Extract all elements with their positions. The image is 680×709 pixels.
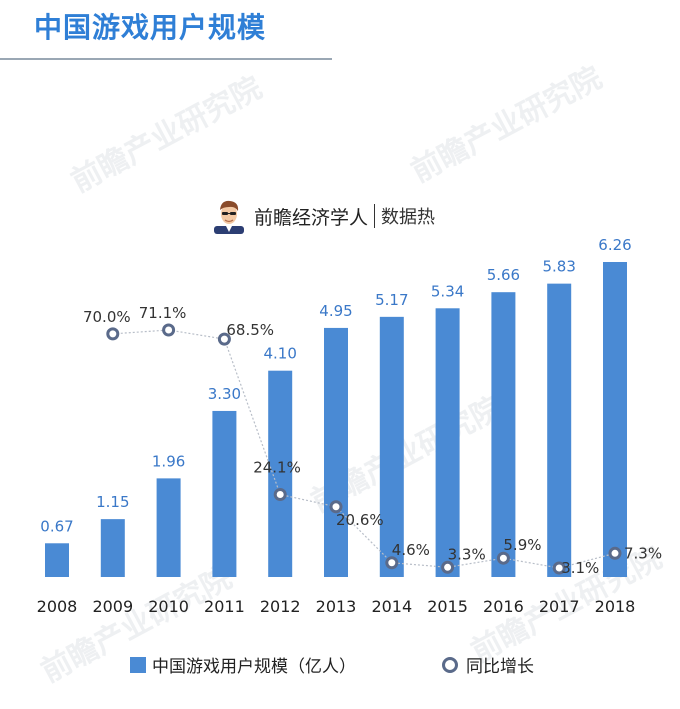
bar-2010 — [156, 478, 181, 577]
x-tick-label: 2009 — [92, 597, 133, 616]
growth-value-label: 3.1% — [561, 559, 599, 577]
watermark: 前瞻产业研究院 — [305, 390, 508, 520]
growth-point-2013 — [329, 500, 343, 514]
watermark: 前瞻产业研究院 — [465, 540, 668, 670]
x-tick-label: 2015 — [427, 597, 468, 616]
bar-value-label: 5.83 — [542, 258, 575, 276]
growth-point-2011 — [217, 332, 231, 346]
brand-subtitle: 数据热 — [381, 207, 436, 228]
legend-bar-label: 中国游戏用户规模（亿人） — [152, 657, 356, 677]
bar-2015 — [435, 308, 460, 577]
growth-value-label: 3.3% — [448, 545, 486, 563]
growth-point-2009 — [106, 327, 120, 341]
growth-line — [112, 329, 616, 569]
growth-value-label: 68.5% — [226, 321, 274, 339]
growth-value-label: 24.1% — [253, 459, 301, 477]
growth-point-2018 — [608, 546, 622, 560]
growth-point-2014 — [385, 556, 399, 570]
legend-line-label: 同比增长 — [466, 657, 534, 677]
bar-2011 — [212, 410, 237, 577]
growth-point-2015 — [441, 560, 455, 574]
bar-2018 — [603, 262, 627, 577]
brand-header: 前瞻经济学人 数据热 — [212, 198, 435, 234]
growth-value-label: 7.3% — [624, 544, 662, 562]
bar-2014 — [379, 316, 404, 577]
bar-2012 — [268, 370, 293, 577]
growth-value-label: 20.6% — [336, 511, 384, 529]
bar-value-label: 6.26 — [598, 236, 631, 254]
economist-avatar-icon — [214, 200, 244, 234]
bar-value-label: 3.30 — [208, 385, 241, 403]
bar-value-label: 5.66 — [487, 266, 520, 284]
x-tick-label: 2016 — [483, 597, 524, 616]
bar-2009 — [100, 519, 125, 577]
bar-value-label: 5.17 — [375, 291, 408, 309]
legend-line-marker — [442, 656, 458, 673]
legend-bar-swatch — [130, 656, 146, 673]
watermark: 前瞻产业研究院 — [65, 70, 268, 200]
growth-point-2016 — [496, 551, 510, 565]
x-tick-label: 2008 — [37, 597, 78, 616]
x-tick-label: 2018 — [595, 597, 636, 616]
x-tick-label: 2013 — [316, 597, 357, 616]
bar-2013 — [324, 327, 348, 577]
bar-value-label: 0.67 — [40, 517, 73, 535]
growth-value-label: 5.9% — [503, 536, 541, 554]
title-divider — [0, 58, 332, 60]
bar-value-label: 4.10 — [263, 345, 296, 363]
growth-value-label: 4.6% — [392, 541, 430, 559]
growth-point-2012 — [273, 488, 287, 501]
bar-2016 — [491, 292, 516, 577]
growth-point-2017 — [552, 561, 566, 575]
watermark: 前瞻产业研究院 — [405, 60, 608, 190]
x-tick-label: 2011 — [204, 597, 245, 616]
brand-name: 前瞻经济学人 — [254, 206, 369, 229]
page-title: 中国游戏用户规模 — [34, 11, 267, 44]
growth-value-label: 71.1% — [139, 304, 187, 322]
legend-line-entry: 同比增长 — [442, 652, 534, 677]
x-tick-label: 2017 — [539, 597, 580, 616]
growth-point-2010 — [162, 323, 176, 337]
bar-value-label: 1.15 — [96, 493, 129, 511]
brand-separator — [374, 204, 376, 228]
bar-value-label: 4.95 — [319, 302, 352, 320]
growth-value-label: 70.0% — [83, 308, 131, 326]
bar-value-label: 5.34 — [431, 282, 464, 300]
bar-value-label: 1.96 — [152, 452, 185, 470]
x-tick-label: 2010 — [148, 597, 189, 616]
chart-legend: 中国游戏用户规模（亿人） 同比增长 — [130, 652, 534, 677]
bar-2017 — [547, 283, 572, 577]
x-tick-label: 2012 — [260, 597, 301, 616]
bar-2008 — [45, 543, 69, 577]
x-tick-label: 2014 — [371, 597, 412, 616]
